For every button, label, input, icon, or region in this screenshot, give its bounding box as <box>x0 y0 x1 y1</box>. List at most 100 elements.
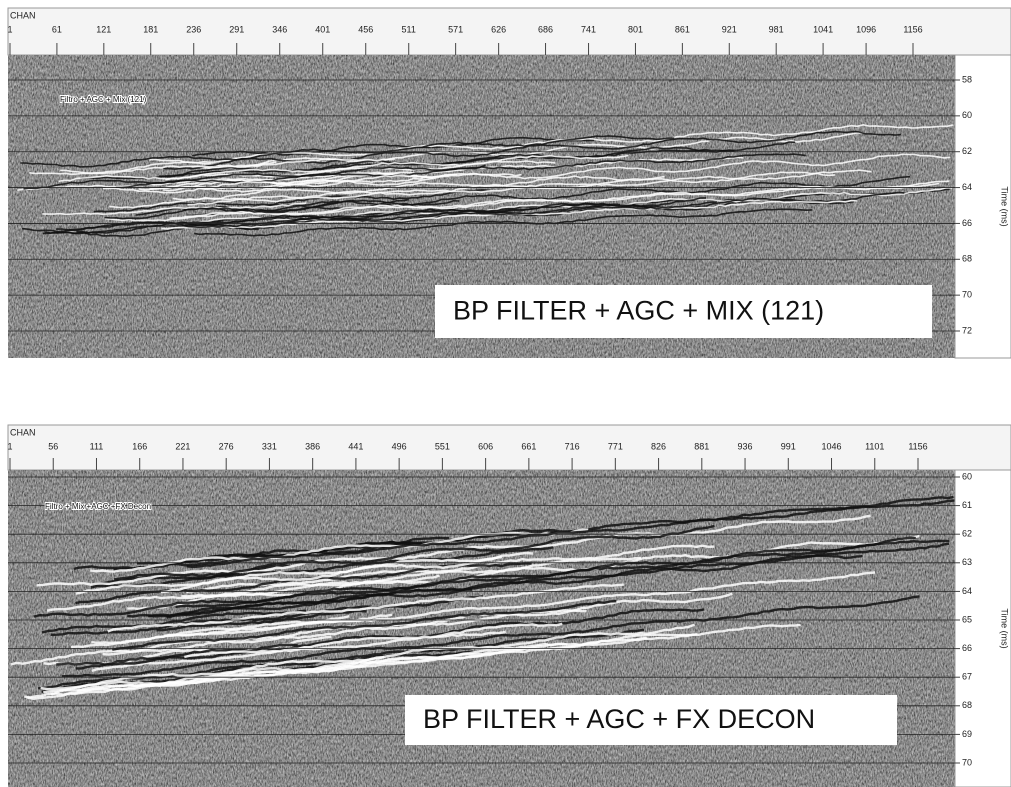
reflector <box>33 536 916 618</box>
inline-label: Filtro + AGC + Mix (121) <box>60 95 147 104</box>
channel-tick-label: 236 <box>186 24 201 34</box>
reflector <box>10 609 587 666</box>
header-label: CHAN <box>10 10 36 20</box>
reflector <box>76 191 905 234</box>
reflector <box>55 202 621 231</box>
channel-tick-label: 771 <box>608 441 623 451</box>
time-tick-label: 66 <box>962 218 972 228</box>
time-tick-label: 69 <box>962 729 972 739</box>
channel-header <box>7 7 1011 56</box>
reflector <box>73 540 422 570</box>
reflector <box>114 524 715 581</box>
channel-tick-label: 1101 <box>865 441 884 451</box>
channel-tick-label: 991 <box>781 441 796 451</box>
reflector <box>104 201 339 220</box>
reflector <box>23 164 486 190</box>
time-tick-label: 62 <box>962 146 972 156</box>
time-tick-label: 61 <box>962 500 972 510</box>
channel-tick-label: 1 <box>7 24 12 34</box>
time-tick-label: 66 <box>962 643 972 653</box>
channel-tick-label: 881 <box>694 441 709 451</box>
channel-tick-label: 1156 <box>903 24 922 34</box>
reflector <box>76 636 647 693</box>
time-tick-label: 70 <box>962 290 972 300</box>
reflector <box>105 182 940 222</box>
channel-tick-label: 801 <box>628 24 643 34</box>
reflector <box>194 208 813 237</box>
channel-tick-label: 221 <box>175 441 190 451</box>
reflector <box>38 628 645 690</box>
reflector <box>44 201 717 235</box>
channel-tick-label: 686 <box>538 24 553 34</box>
channel-tick-label: 936 <box>738 441 753 451</box>
reflector <box>90 546 554 589</box>
reflector <box>109 171 836 209</box>
time-tick-label: 62 <box>962 529 972 539</box>
reflector <box>75 555 503 595</box>
reflector <box>191 132 864 170</box>
time-tick-label: 63 <box>962 557 972 567</box>
channel-tick-label: 441 <box>348 441 363 451</box>
time-tick-label: 60 <box>962 471 972 481</box>
channel-tick-label: 606 <box>478 441 493 451</box>
time-tick-label: 60 <box>962 110 972 120</box>
reflector <box>186 499 955 569</box>
channel-tick-label: 386 <box>305 441 320 451</box>
reflector <box>163 130 902 170</box>
time-axis <box>954 469 1011 787</box>
reflector <box>156 609 367 632</box>
channel-tick-label: 1096 <box>856 24 876 34</box>
reflector <box>103 174 434 194</box>
reflector <box>187 169 872 206</box>
reflector <box>29 158 396 176</box>
reflector <box>70 571 876 649</box>
reflector <box>61 595 920 678</box>
channel-tick-label: 741 <box>581 24 596 34</box>
caption-box <box>405 695 897 745</box>
reflector <box>42 202 307 216</box>
time-tick-label: 70 <box>962 757 972 767</box>
channel-tick-label: 661 <box>521 441 536 451</box>
reflector <box>172 175 665 201</box>
channel-tick-label: 826 <box>651 441 666 451</box>
channel-tick-label: 331 <box>262 441 277 451</box>
channel-tick-label: 626 <box>491 24 506 34</box>
reflector <box>80 149 735 180</box>
reflector <box>40 623 695 691</box>
channel-tick-label: 861 <box>675 24 690 34</box>
time-tick-label: 68 <box>962 700 972 710</box>
reflector <box>115 153 806 189</box>
time-axis <box>954 54 1011 359</box>
channel-tick-label: 291 <box>229 24 244 34</box>
caption: BP FILTER + AGC + MIX (121) <box>453 296 824 326</box>
caption: BP FILTER + AGC + FX DECON <box>423 704 815 734</box>
channel-tick-label: 1041 <box>813 24 833 34</box>
reflector <box>181 574 440 598</box>
reflector <box>184 622 563 659</box>
reflector <box>46 556 642 612</box>
time-axis-label: Time (ms) <box>1000 608 1010 648</box>
channel-tick-label: 61 <box>52 24 62 34</box>
header-label: CHAN <box>10 427 36 437</box>
reflector <box>107 583 624 633</box>
channel-tick-label: 121 <box>96 24 111 34</box>
channel-tick-label: 571 <box>448 24 463 34</box>
time-tick-label: 68 <box>962 254 972 264</box>
time-tick-label: 67 <box>962 672 972 682</box>
channel-tick-label: 981 <box>769 24 784 34</box>
channel-tick-label: 276 <box>219 441 234 451</box>
reflector <box>200 153 951 193</box>
channel-tick-label: 346 <box>272 24 287 34</box>
reflector <box>169 180 950 219</box>
reflector <box>135 175 911 216</box>
channel-tick-label: 181 <box>143 24 158 34</box>
channel-tick-label: 401 <box>315 24 330 34</box>
time-axis-label: Time (ms) <box>1000 186 1010 226</box>
reflector <box>92 564 291 586</box>
time-tick-label: 64 <box>962 586 972 596</box>
channel-tick-label: 716 <box>565 441 580 451</box>
channel-tick-label: 1 <box>7 441 12 451</box>
